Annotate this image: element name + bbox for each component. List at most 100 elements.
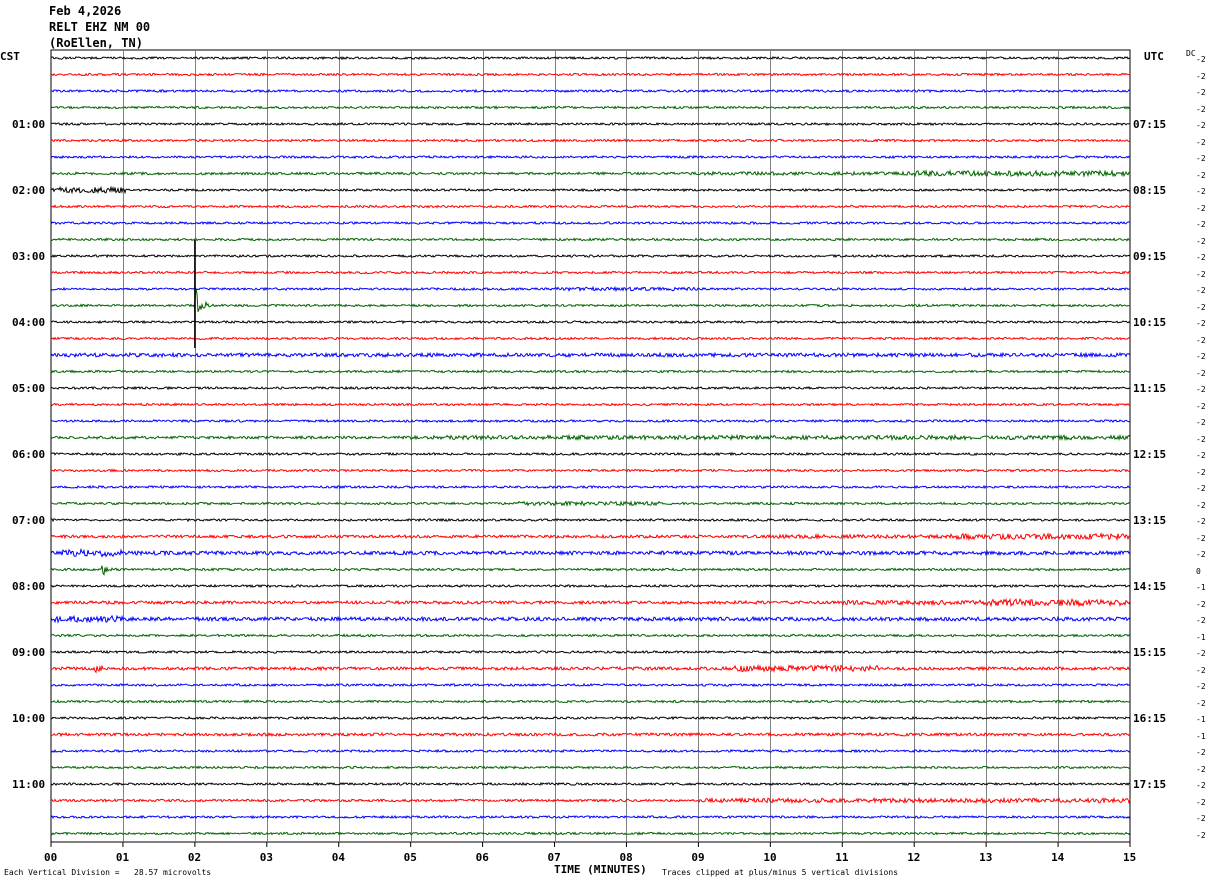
x-tick-label: 11 bbox=[835, 851, 849, 864]
seismic-trace bbox=[50, 169, 1131, 178]
dc-offset-label: -2 bbox=[1196, 137, 1206, 147]
seismic-trace bbox=[50, 433, 1131, 442]
left-hour-label: 04:00 bbox=[12, 316, 46, 329]
dc-offset-label: -2 bbox=[1196, 352, 1206, 361]
seismic-trace bbox=[50, 649, 1131, 655]
seismic-trace bbox=[50, 500, 1131, 508]
right-hour-label: 10:15 bbox=[1133, 316, 1167, 329]
x-tick-label: 00 bbox=[44, 851, 58, 864]
dc-offset-label: -2 bbox=[1196, 154, 1206, 163]
seismic-trace bbox=[50, 663, 1131, 674]
dc-offset-label: -2 bbox=[1196, 484, 1206, 493]
right-hour-label: 09:15 bbox=[1133, 250, 1167, 263]
dc-offset-label: -2 bbox=[1196, 170, 1206, 180]
seismic-trace bbox=[50, 547, 1131, 558]
x-tick-label: 03 bbox=[259, 851, 274, 864]
dc-offset-label: -2 bbox=[1196, 319, 1206, 328]
dc-offset-label: -2 bbox=[1196, 451, 1206, 460]
dc-offset-label: -2 bbox=[1196, 649, 1206, 658]
seismic-trace bbox=[50, 731, 1131, 738]
seismic-trace bbox=[50, 765, 1131, 770]
dc-offset-label: 0 bbox=[1196, 566, 1201, 576]
dc-offset-label: -2 bbox=[1196, 302, 1206, 312]
dc-offset-label: -2 bbox=[1196, 781, 1206, 790]
dc-offset-label: -2 bbox=[1196, 830, 1206, 840]
seismic-trace bbox=[50, 682, 1131, 688]
seismic-trace bbox=[50, 699, 1131, 704]
dc-offset-label: -2 bbox=[1196, 764, 1206, 774]
dc-offset-label: -2 bbox=[1196, 253, 1206, 262]
dc-offset-label: -1 bbox=[1196, 583, 1206, 592]
dc-offset-label: -2 bbox=[1196, 533, 1206, 543]
dc-offset-label: -2 bbox=[1196, 368, 1206, 378]
dc-offset-label: -1 bbox=[1196, 731, 1206, 741]
left-hour-label: 05:00 bbox=[12, 382, 46, 395]
x-axis-title: TIME (MINUTES) bbox=[554, 863, 647, 876]
seismic-trace bbox=[50, 72, 1131, 77]
seismic-trace bbox=[50, 121, 1131, 127]
right-hour-label: 07:15 bbox=[1133, 118, 1167, 131]
seismic-trace bbox=[51, 237, 1131, 242]
dc-offset-label: -2 bbox=[1196, 236, 1206, 246]
right-hour-label: 15:15 bbox=[1133, 646, 1167, 659]
dc-offset-label: -2 bbox=[1196, 286, 1206, 295]
seismic-trace bbox=[50, 583, 1131, 589]
seismic-trace bbox=[50, 385, 1131, 391]
header-location: (RoEllen, TN) bbox=[49, 36, 143, 50]
scale-note: Each Vertical Division = 28.57 microvolt… bbox=[4, 868, 212, 877]
seismic-trace bbox=[50, 319, 1131, 325]
dc-offset-label: -1 bbox=[1196, 715, 1206, 724]
seismic-trace bbox=[50, 451, 1131, 457]
dc-offset-label: -2 bbox=[1196, 104, 1206, 114]
x-tick-label: 15 bbox=[1123, 851, 1137, 864]
left-hour-label: 03:00 bbox=[12, 250, 46, 263]
clip-note: Traces clipped at plus/minus 5 vertical … bbox=[662, 868, 899, 877]
seismic-trace bbox=[50, 270, 1131, 275]
dc-offset-label: -2 bbox=[1196, 616, 1206, 625]
x-tick-label: 02 bbox=[187, 851, 202, 864]
dc-offset-label: -2 bbox=[1196, 335, 1206, 345]
dc-offset-label: -2 bbox=[1196, 748, 1206, 757]
left-hour-label: 01:00 bbox=[12, 118, 46, 131]
plot-frame bbox=[50, 49, 1131, 843]
x-tick-label: 14 bbox=[1051, 851, 1065, 864]
x-tick-label: 12 bbox=[907, 851, 921, 864]
seismic-trace bbox=[50, 204, 1131, 209]
seismic-trace bbox=[50, 831, 1131, 836]
seismic-trace bbox=[50, 814, 1131, 820]
seismic-trace bbox=[50, 715, 1131, 721]
dc-offset-label: -2 bbox=[1196, 220, 1206, 229]
seismic-trace bbox=[50, 748, 1131, 754]
right-hour-label: 16:15 bbox=[1133, 712, 1167, 725]
right-hour-label: 17:15 bbox=[1133, 778, 1167, 791]
x-tick-label: 08 bbox=[619, 851, 633, 864]
right-hour-label: 11:15 bbox=[1133, 382, 1167, 395]
dc-offset-label: -2 bbox=[1196, 187, 1206, 196]
seismic-trace bbox=[50, 614, 1131, 624]
header-station: RELT EHZ NM 00 bbox=[49, 20, 151, 34]
seismic-trace bbox=[50, 185, 1131, 195]
x-tick-label: 07 bbox=[547, 851, 561, 864]
seismic-trace bbox=[50, 418, 1131, 424]
left-hour-label: 02:00 bbox=[12, 184, 46, 197]
dc-offset-label: -2 bbox=[1196, 269, 1206, 279]
right-hour-label: 12:15 bbox=[1133, 448, 1167, 461]
x-tick-label: 01 bbox=[115, 851, 130, 864]
dc-offset-label: -2 bbox=[1196, 550, 1206, 559]
left-hour-label: 11:00 bbox=[12, 778, 46, 791]
dc-offset-label: -1 bbox=[1196, 632, 1206, 642]
seismic-trace bbox=[50, 336, 1131, 341]
x-tick-label: 09 bbox=[691, 851, 705, 864]
seismic-trace bbox=[50, 351, 1131, 359]
dc-offset-label: -2 bbox=[1196, 797, 1206, 807]
left-hour-label: 09:00 bbox=[12, 646, 46, 659]
seismic-trace bbox=[50, 781, 1131, 787]
dc-offset-label: -2 bbox=[1196, 401, 1206, 411]
x-tick-label: 04 bbox=[331, 851, 345, 864]
seismic-trace bbox=[50, 532, 1131, 542]
dc-offset-label: -2 bbox=[1196, 467, 1206, 477]
left-hour-label: 06:00 bbox=[12, 448, 46, 461]
dc-offset-label: -2 bbox=[1196, 88, 1206, 97]
seismic-trace bbox=[50, 484, 1131, 490]
